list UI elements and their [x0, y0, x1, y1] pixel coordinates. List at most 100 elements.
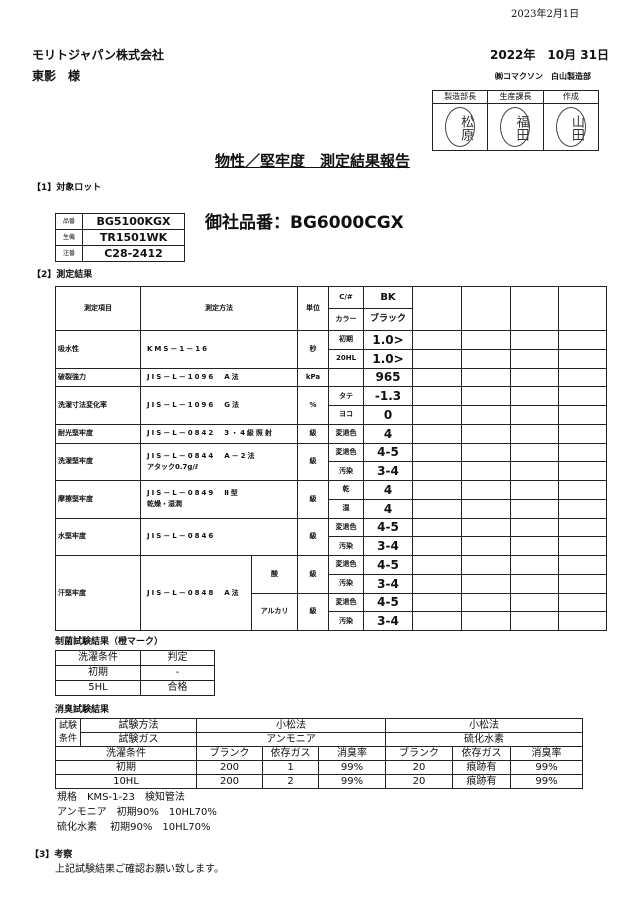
sub-label: 変退色: [328, 592, 364, 613]
recipient-company: モリトジャパン株式会社: [32, 48, 165, 62]
item-name: 洗濯堅牢度: [55, 442, 141, 481]
table-row: 20HL 1.0>: [56, 348, 607, 369]
empty-cell: [558, 611, 607, 631]
value-cell: 4: [363, 498, 413, 519]
header-color-code: BK: [363, 286, 413, 309]
empty-cell: [461, 423, 511, 444]
header-color-label: カラー: [328, 308, 364, 331]
empty-cell: [510, 405, 559, 425]
col-header: ブランク: [385, 746, 454, 761]
issuer: ㈱コマクソン 白山製造部: [495, 72, 591, 81]
sub-label: [328, 367, 364, 388]
empty-cell: [412, 480, 462, 500]
approval-role: 生産課長: [487, 90, 544, 104]
sub-label: 変退色: [328, 517, 364, 538]
empty-cell: [510, 348, 559, 369]
value-cell: 1.0>: [363, 348, 413, 369]
section2-heading: 【2】測定結果: [32, 270, 93, 280]
empty-cell: [412, 498, 462, 519]
empty-cell: [461, 480, 511, 500]
kin-cell: -: [140, 665, 215, 681]
empty-cell: [461, 461, 511, 481]
table-row: 吸水性 KMS－1－16 秒初期 1.0>: [55, 330, 607, 369]
empty-cell: [558, 517, 607, 538]
sub-label: ヨコ: [328, 405, 364, 425]
unit-cell: 級: [297, 592, 329, 631]
empty-cell: [461, 592, 511, 613]
wash-cell: 10HL: [55, 774, 197, 789]
sub-label: 初期: [328, 330, 364, 350]
item-name: 耐光堅牢度: [55, 423, 141, 444]
item-name: 汗堅牢度: [55, 555, 141, 631]
sub-label: 汚染: [328, 573, 364, 594]
sub-label: 汚染: [328, 536, 364, 556]
method-cell: JIS－L－0844 A－2法 アタック0.7g/ℓ: [140, 442, 298, 481]
report-title: 物性／堅牢度 測定結果報告: [215, 152, 411, 170]
cell: 99%: [510, 760, 584, 775]
empty-cell: [558, 286, 607, 331]
antibacterial-table: 洗濯条件 判定 初期 - 5HL 合格: [55, 650, 215, 696]
unit-cell: 級: [297, 555, 329, 594]
deodorant-table: 試験条件 試験方法 小松法 小松法 試験ガス アンモニア 硫化水素 洗濯条件 ブランク 依存…: [55, 718, 584, 789]
test-method: 小松法: [385, 718, 584, 733]
empty-cell: [510, 498, 559, 519]
empty-cell: [510, 423, 559, 444]
kin-header: 判定: [140, 650, 215, 666]
cond-label: 試験条件: [55, 718, 81, 747]
wash-label: 洗濯条件: [55, 746, 197, 761]
method-cell: JIS－L－0848 A法: [140, 555, 252, 631]
note-line: 規格 KMS-1-23 検知管法: [57, 792, 185, 803]
value-cell: 4-5: [363, 555, 413, 575]
value-cell: 4: [363, 480, 413, 500]
empty-cell: [461, 286, 511, 331]
item-name: 水堅牢度: [55, 517, 141, 556]
approval-role: 製造部長: [431, 90, 489, 104]
lot-label: 注番: [55, 245, 83, 262]
col-header: 依存ガス: [452, 746, 512, 761]
method-cell: KMS－1－16: [140, 330, 298, 369]
table-row: 汚染 3-4: [56, 611, 607, 631]
unit-cell: 級: [297, 423, 329, 444]
empty-cell: [412, 286, 462, 331]
empty-cell: [461, 517, 511, 538]
empty-cell: [461, 367, 511, 388]
sweat-type: アルカリ: [251, 592, 298, 631]
lot-value: C28-2412: [82, 245, 185, 262]
empty-cell: [510, 442, 559, 463]
cell: 痕跡有: [452, 760, 512, 775]
lot-value: TR1501WK: [82, 229, 185, 246]
empty-cell: [412, 517, 462, 538]
method-label: 試験方法: [80, 718, 197, 733]
kin-cell: 合格: [140, 680, 215, 696]
empty-cell: [412, 442, 462, 463]
kin-cell: 5HL: [55, 680, 141, 696]
deodorant-title: 消臭試験結果: [55, 705, 110, 715]
value-cell: 4-5: [363, 517, 413, 538]
empty-cell: [510, 573, 559, 594]
note-line: アンモニア 初期90% 10HL70%: [57, 807, 217, 818]
method-cell: JIS－L－0846: [140, 517, 298, 556]
empty-cell: [510, 386, 559, 406]
empty-cell: [510, 592, 559, 613]
empty-cell: [510, 330, 559, 350]
empty-cell: [558, 423, 607, 444]
section1-heading: 【1】対象ロット: [32, 183, 102, 193]
empty-cell: [510, 367, 559, 388]
cell: 99%: [317, 760, 387, 775]
table-row: アルカリ級変退色 4-5: [56, 592, 607, 631]
antibacterial-title: 制菌試験結果（橙マーク）: [55, 637, 164, 647]
cell: 99%: [510, 774, 584, 789]
empty-cell: [461, 386, 511, 406]
value-cell: 4: [363, 423, 413, 444]
lot-value: BG5100KGX: [82, 213, 185, 230]
empty-cell: [412, 330, 462, 350]
header-unit: 単位: [297, 286, 329, 331]
value-cell: 4-5: [363, 442, 413, 463]
empty-cell: [510, 611, 559, 631]
header-method: 測定方法: [140, 286, 298, 331]
header-color-name: ブラック: [363, 308, 413, 331]
empty-cell: [412, 367, 462, 388]
empty-cell: [412, 592, 462, 613]
gas-label: 試験ガス: [80, 732, 197, 747]
